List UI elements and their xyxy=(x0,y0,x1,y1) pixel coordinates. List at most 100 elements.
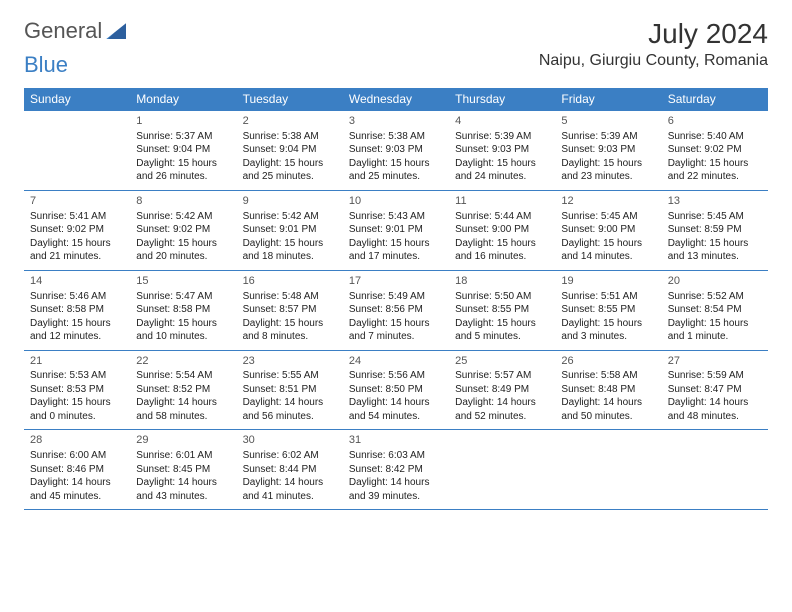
daylight-text: and 41 minutes. xyxy=(243,490,337,504)
sunrise-text: Sunrise: 5:48 AM xyxy=(243,290,337,304)
daylight-text: and 23 minutes. xyxy=(561,170,655,184)
sunset-text: Sunset: 8:50 PM xyxy=(349,383,443,397)
daylight-text: Daylight: 15 hours xyxy=(243,237,337,251)
sunrise-text: Sunrise: 5:59 AM xyxy=(668,369,762,383)
brand-part2: Blue xyxy=(24,52,68,77)
day-number: 7 xyxy=(30,194,124,209)
sunset-text: Sunset: 8:53 PM xyxy=(30,383,124,397)
day-number: 22 xyxy=(136,354,230,369)
sunrise-text: Sunrise: 5:39 AM xyxy=(455,130,549,144)
daylight-text: and 26 minutes. xyxy=(136,170,230,184)
calendar-day-cell: 1Sunrise: 5:37 AMSunset: 9:04 PMDaylight… xyxy=(130,111,236,190)
daylight-text: Daylight: 14 hours xyxy=(243,476,337,490)
daylight-text: and 13 minutes. xyxy=(668,250,762,264)
weekday-header: Monday xyxy=(130,88,236,110)
daylight-text: Daylight: 15 hours xyxy=(561,157,655,171)
daylight-text: and 12 minutes. xyxy=(30,330,124,344)
title-block: July 2024 Naipu, Giurgiu County, Romania xyxy=(539,18,768,70)
calendar-week-row: 28Sunrise: 6:00 AMSunset: 8:46 PM Dayligh… xyxy=(24,430,768,510)
day-number: 19 xyxy=(561,274,655,289)
daylight-text: and 54 minutes. xyxy=(349,410,443,424)
daylight-text: and 24 minutes. xyxy=(455,170,549,184)
sunset-text: Sunset: 9:00 PM xyxy=(561,223,655,237)
sunset-text: Sunset: 8:56 PM xyxy=(349,303,443,317)
weekday-header-row: Sunday Monday Tuesday Wednesday Thursday… xyxy=(24,88,768,110)
daylight-text: and 10 minutes. xyxy=(136,330,230,344)
daylight-text: and 25 minutes. xyxy=(349,170,443,184)
daylight-text: and 7 minutes. xyxy=(349,330,443,344)
daylight-text: Daylight: 14 hours xyxy=(349,396,443,410)
day-number: 10 xyxy=(349,194,443,209)
sunrise-text: Sunrise: 5:52 AM xyxy=(668,290,762,304)
sunrise-text: Sunrise: 5:44 AM xyxy=(455,210,549,224)
daylight-text: Daylight: 15 hours xyxy=(30,237,124,251)
sunrise-text: Sunrise: 5:55 AM xyxy=(243,369,337,383)
daylight-text: Daylight: 15 hours xyxy=(668,157,762,171)
daylight-text: and 3 minutes. xyxy=(561,330,655,344)
daylight-text: Daylight: 15 hours xyxy=(561,317,655,331)
day-number: 28 xyxy=(30,433,124,448)
daylight-text: and 18 minutes. xyxy=(243,250,337,264)
daylight-text: and 8 minutes. xyxy=(243,330,337,344)
calendar-week-row: 21Sunrise: 5:53 AMSunset: 8:53 PMDayligh… xyxy=(24,351,768,431)
weekday-header: Saturday xyxy=(662,88,768,110)
calendar-day-cell: 9Sunrise: 5:42 AMSunset: 9:01 PMDaylight… xyxy=(237,191,343,270)
weekday-header: Sunday xyxy=(24,88,130,110)
sunrise-text: Sunrise: 5:51 AM xyxy=(561,290,655,304)
daylight-text: Daylight: 14 hours xyxy=(136,476,230,490)
daylight-text: and 16 minutes. xyxy=(455,250,549,264)
sunrise-text: Sunrise: 5:54 AM xyxy=(136,369,230,383)
day-number: 3 xyxy=(349,114,443,129)
calendar-week-row: 7Sunrise: 5:41 AMSunset: 9:02 PMDaylight… xyxy=(24,191,768,271)
weekday-header: Wednesday xyxy=(343,88,449,110)
calendar-day-cell: 2Sunrise: 5:38 AMSunset: 9:04 PMDaylight… xyxy=(237,111,343,190)
day-number: 14 xyxy=(30,274,124,289)
sunset-text: Sunset: 9:01 PM xyxy=(243,223,337,237)
daylight-text: and 14 minutes. xyxy=(561,250,655,264)
sunset-text: Sunset: 8:49 PM xyxy=(455,383,549,397)
sunrise-text: Sunrise: 5:37 AM xyxy=(136,130,230,144)
sunrise-text: Sunrise: 5:42 AM xyxy=(136,210,230,224)
sunset-text: Sunset: 8:44 PM xyxy=(243,463,337,477)
location-text: Naipu, Giurgiu County, Romania xyxy=(539,52,768,70)
weekday-header: Friday xyxy=(555,88,661,110)
daylight-text: Daylight: 15 hours xyxy=(455,157,549,171)
sunrise-text: Sunrise: 5:38 AM xyxy=(349,130,443,144)
sunrise-text: Sunrise: 5:41 AM xyxy=(30,210,124,224)
daylight-text: and 58 minutes. xyxy=(136,410,230,424)
daylight-text: Daylight: 15 hours xyxy=(455,317,549,331)
sunset-text: Sunset: 8:58 PM xyxy=(136,303,230,317)
day-number: 15 xyxy=(136,274,230,289)
calendar-day-cell: 16Sunrise: 5:48 AMSunset: 8:57 PMDayligh… xyxy=(237,271,343,350)
sunset-text: Sunset: 8:55 PM xyxy=(455,303,549,317)
month-title: July 2024 xyxy=(539,18,768,50)
daylight-text: and 1 minute. xyxy=(668,330,762,344)
day-number: 23 xyxy=(243,354,337,369)
calendar-day-cell xyxy=(449,430,555,509)
daylight-text: and 25 minutes. xyxy=(243,170,337,184)
sunset-text: Sunset: 8:45 PM xyxy=(136,463,230,477)
calendar-day-cell xyxy=(24,111,130,190)
calendar-day-cell: 15Sunrise: 5:47 AMSunset: 8:58 PMDayligh… xyxy=(130,271,236,350)
day-number: 4 xyxy=(455,114,549,129)
daylight-text: Daylight: 14 hours xyxy=(561,396,655,410)
weeks-container: 1Sunrise: 5:37 AMSunset: 9:04 PMDaylight… xyxy=(24,110,768,510)
day-number: 29 xyxy=(136,433,230,448)
calendar-day-cell: 21Sunrise: 5:53 AMSunset: 8:53 PMDayligh… xyxy=(24,351,130,430)
daylight-text: Daylight: 15 hours xyxy=(30,396,124,410)
sunrise-text: Sunrise: 5:58 AM xyxy=(561,369,655,383)
calendar-day-cell xyxy=(555,430,661,509)
calendar-day-cell: 11Sunrise: 5:44 AMSunset: 9:00 PMDayligh… xyxy=(449,191,555,270)
calendar-day-cell: 10Sunrise: 5:43 AMSunset: 9:01 PMDayligh… xyxy=(343,191,449,270)
daylight-text: Daylight: 15 hours xyxy=(136,157,230,171)
calendar-day-cell: 22Sunrise: 5:54 AMSunset: 8:52 PMDayligh… xyxy=(130,351,236,430)
calendar-day-cell: 6Sunrise: 5:40 AMSunset: 9:02 PMDaylight… xyxy=(662,111,768,190)
sunrise-text: Sunrise: 5:57 AM xyxy=(455,369,549,383)
calendar-day-cell: 17Sunrise: 5:49 AMSunset: 8:56 PMDayligh… xyxy=(343,271,449,350)
sunrise-text: Sunrise: 6:02 AM xyxy=(243,449,337,463)
sunset-text: Sunset: 8:48 PM xyxy=(561,383,655,397)
daylight-text: Daylight: 14 hours xyxy=(243,396,337,410)
calendar-day-cell: 12Sunrise: 5:45 AMSunset: 9:00 PMDayligh… xyxy=(555,191,661,270)
sunrise-text: Sunrise: 6:00 AM xyxy=(30,449,124,463)
sunset-text: Sunset: 8:46 PM xyxy=(30,463,124,477)
